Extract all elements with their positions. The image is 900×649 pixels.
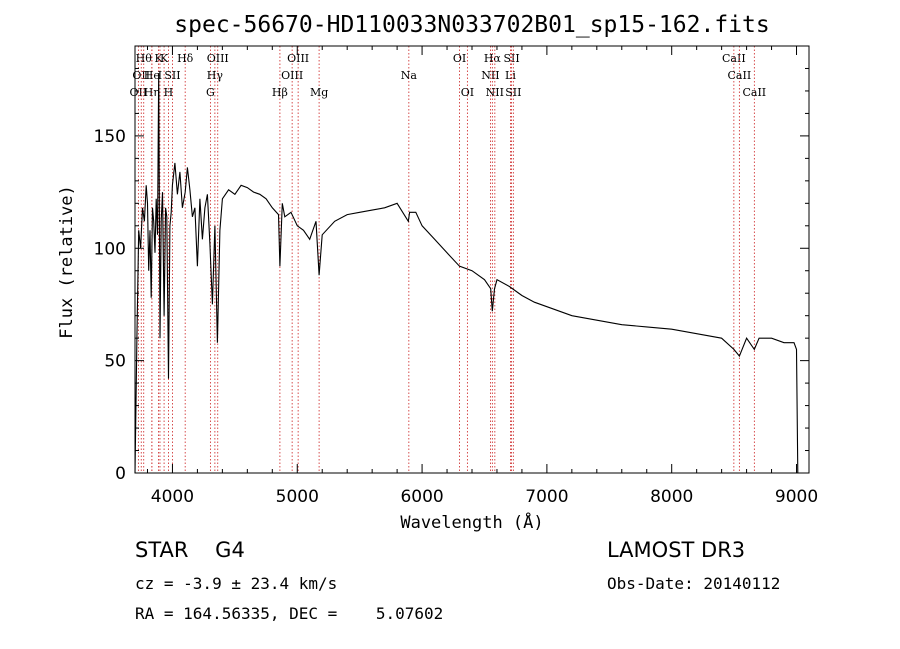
- marker-label-28: CaII: [728, 69, 752, 82]
- marker-label-7: K: [160, 52, 169, 65]
- flux-series-line: [134, 72, 799, 474]
- marker-label-21: NII: [481, 69, 499, 82]
- coordinates: RA = 164.56335, DEC = 5.07602: [135, 604, 444, 623]
- redshift-readout: cz = -3.9 ± 23.4 km/s: [135, 574, 338, 593]
- axis-ticks: 4000 5000 6000 7000 8000 9000 0 50 100 150: [94, 46, 818, 507]
- marker-label-1: OII: [132, 69, 150, 82]
- marker-label-12: Hγ: [207, 69, 224, 82]
- obs-date: Obs-Date: 20140112: [607, 574, 781, 593]
- marker-label-14: Hβ: [272, 86, 288, 99]
- marker-label-17: Mg: [310, 86, 328, 99]
- x-tick-label-0: 4000: [151, 487, 194, 507]
- survey-name: LAMOST DR3: [607, 538, 746, 562]
- x-tick-label-3: 7000: [525, 487, 568, 507]
- y-tick-label-2: 100: [94, 239, 126, 259]
- x-axis-label: Wavelength (Å): [400, 511, 543, 533]
- y-tick-label-1: 50: [104, 352, 126, 372]
- marker-label-8: H: [164, 86, 174, 99]
- marker-label-23: NII: [486, 86, 504, 99]
- object-class: STAR G4: [135, 538, 245, 562]
- marker-label-25: SII: [503, 52, 519, 65]
- x-tick-label-1: 5000: [276, 487, 319, 507]
- marker-label-10: Hδ: [177, 52, 194, 65]
- marker-label-22: Hα: [484, 52, 502, 65]
- marker-label-16: OIII: [287, 52, 309, 65]
- x-tick-label-2: 6000: [400, 487, 443, 507]
- marker-label-19: OI: [453, 52, 466, 65]
- marker-label-9: SII: [164, 69, 180, 82]
- chart-title: spec-56670-HD110033N033702B01_sp15-162.f…: [174, 12, 769, 38]
- marker-label-4: He: [144, 69, 160, 82]
- marker-label-15: OIII: [281, 69, 303, 82]
- marker-label-0: OII: [130, 86, 148, 99]
- y-tick-label-3: 150: [94, 127, 126, 147]
- marker-label-20: OI: [461, 86, 474, 99]
- marker-label-24: Li: [505, 69, 516, 82]
- plot-frame: [134, 45, 810, 474]
- marker-label-27: CaII: [722, 52, 746, 65]
- marker-label-26: SII: [505, 86, 521, 99]
- marker-label-18: Na: [401, 69, 418, 82]
- x-tick-label-5: 9000: [775, 487, 818, 507]
- marker-label-5: K: [154, 52, 163, 65]
- marker-label-2: Hθ: [136, 52, 153, 65]
- y-tick-label-0: 0: [115, 464, 126, 484]
- marker-label-11: G: [206, 86, 215, 99]
- x-tick-label-4: 8000: [650, 487, 693, 507]
- marker-label-6: I: [158, 69, 162, 82]
- line-markers: OIIOIIHθHηHeKIKHSIIHδGHγOIIIHβOIIIOIIIMg…: [130, 46, 766, 473]
- marker-label-29: CaII: [742, 86, 766, 99]
- marker-label-13: OIII: [207, 52, 229, 65]
- y-axis-label: Flux (relative): [57, 185, 77, 339]
